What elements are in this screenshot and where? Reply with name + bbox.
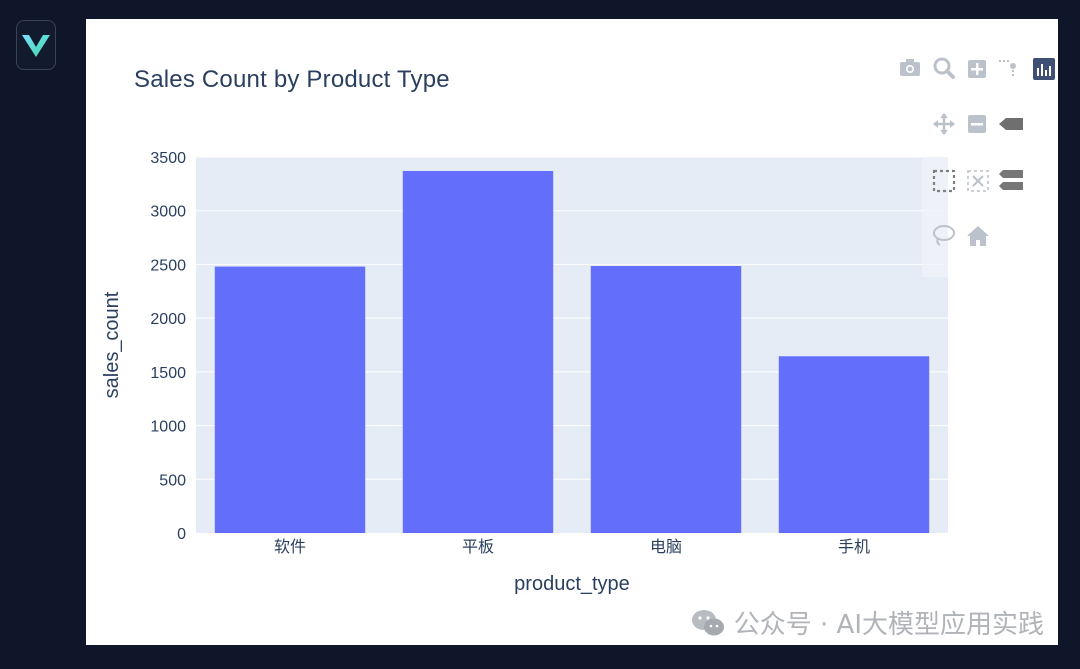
reset-axes-icon[interactable] [967,226,989,246]
bar[interactable] [590,266,742,533]
bar[interactable] [402,170,554,534]
box-select-icon[interactable] [932,169,956,193]
y-tick-label: 0 [177,526,186,543]
x-tick-label: 电脑 [650,538,682,556]
zoom-out-icon[interactable] [968,115,986,133]
spike-lines-icon[interactable] [999,60,1016,78]
bar[interactable] [214,266,366,533]
autoscale-icon[interactable] [967,170,989,192]
x-axis-title: product_type [514,573,630,595]
watermark-text: 公众号 · AI大模型应用实践 [733,610,1044,640]
watermark: 公众号 · AI大模型应用实践 [690,604,1044,641]
chart-panel: Sales Count by Product Type 0 500 1000 1500… [86,19,1058,645]
zoom-in-icon[interactable] [968,60,986,78]
x-tick-label: 手机 [838,538,870,556]
modebar-strip [922,157,948,277]
compare-hover-icon[interactable] [999,118,1023,130]
chart-title: Sales Count by Product Type [134,66,450,93]
v-logo-icon [22,35,50,57]
bar-chart[interactable]: 0 500 1000 1500 2000 2500 3000 3500 软件 平板 电脑 手机 prod… [86,19,1058,645]
bar[interactable] [778,356,930,533]
y-tick-label: 1500 [150,365,186,382]
y-tick-label: 3000 [150,204,186,221]
x-tick-label: 软件 [274,538,306,556]
lasso-select-icon[interactable] [933,225,955,246]
x-tick-label: 平板 [462,538,494,556]
app-logo[interactable] [16,20,56,70]
y-tick-label: 1000 [150,419,186,436]
pan-icon[interactable] [933,113,955,135]
plotly-logo-icon[interactable] [1033,58,1055,80]
y-tick-label: 3500 [150,150,186,167]
wechat-icon [691,609,724,635]
zoom-icon[interactable] [933,57,955,79]
y-tick-label: 2500 [150,257,186,274]
camera-icon[interactable] [900,59,920,76]
y-axis-title: sales_count [101,291,123,398]
y-tick-label: 500 [159,472,186,489]
y-tick-label: 2000 [150,311,186,328]
closest-hover-icon[interactable] [999,170,1023,190]
